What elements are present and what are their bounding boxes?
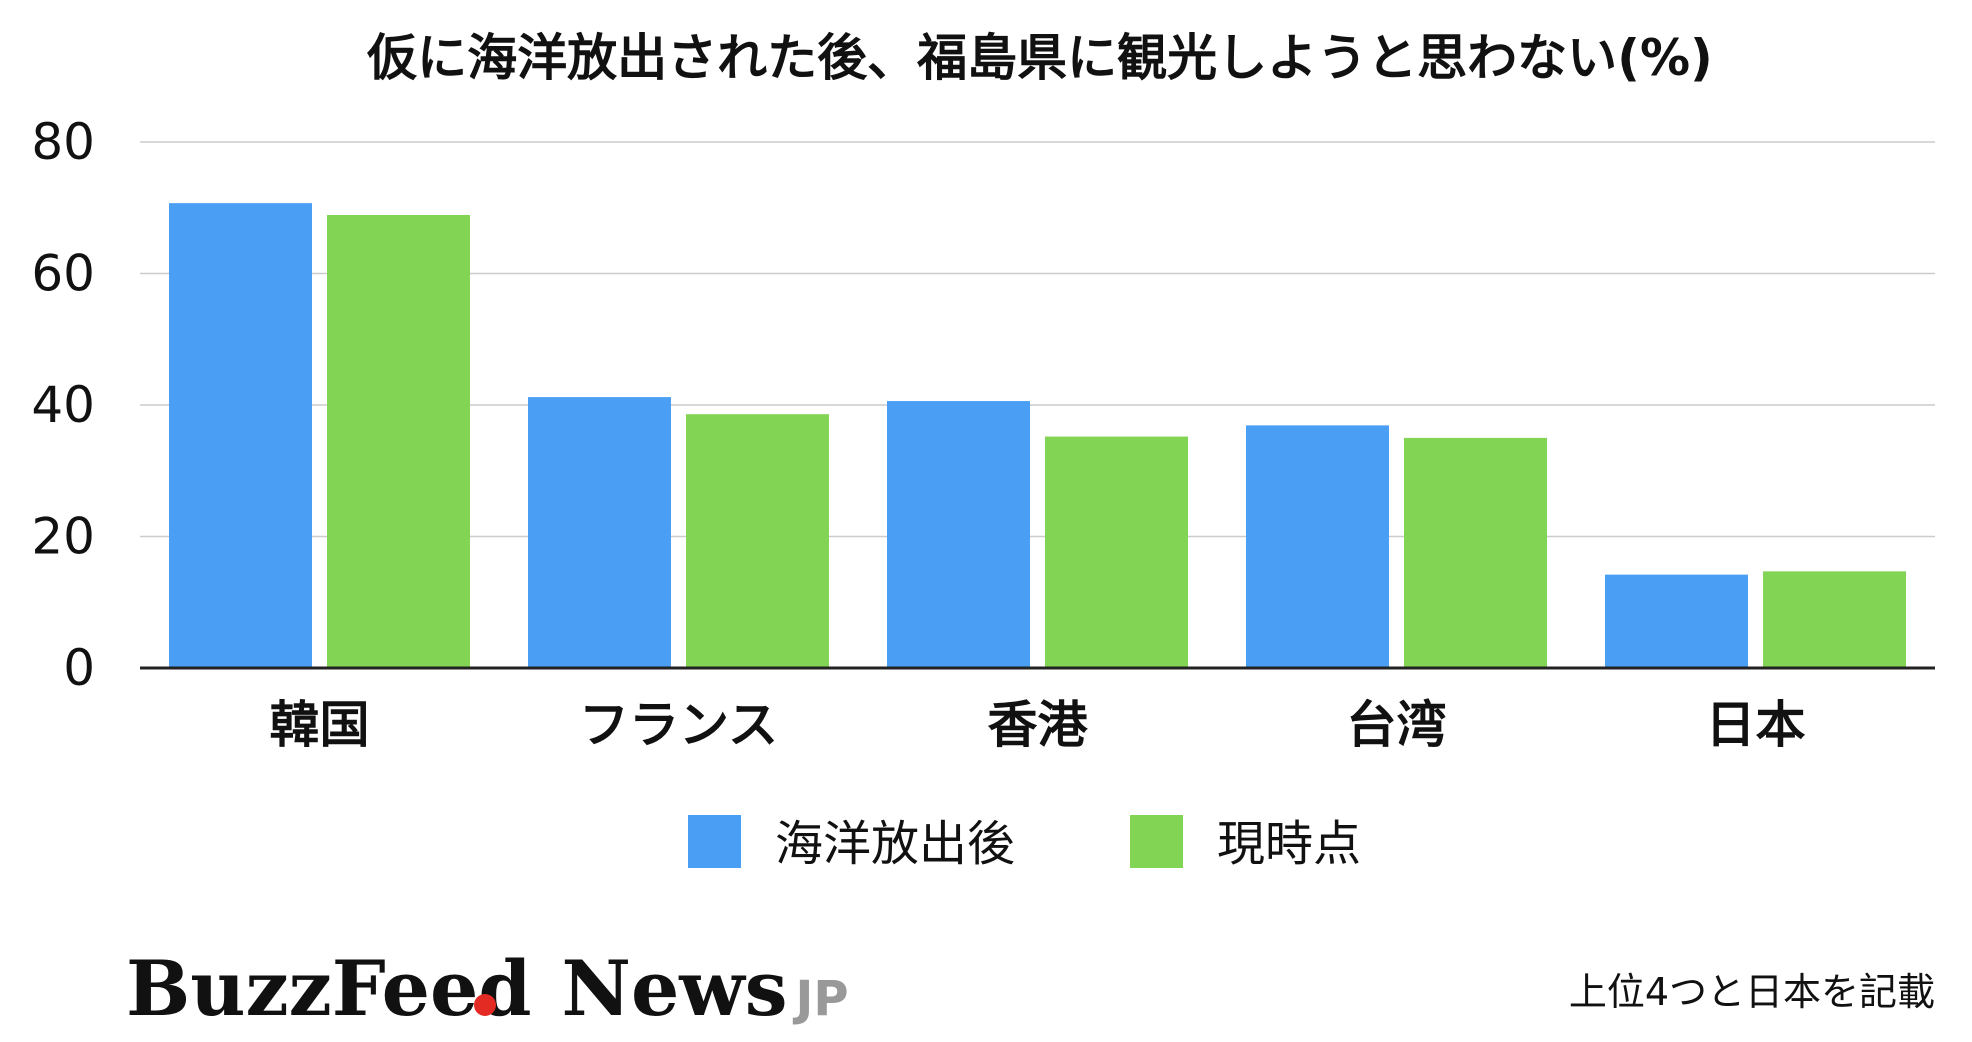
bar-series2 [1045, 436, 1188, 668]
y-tick-label: 20 [31, 508, 95, 566]
x-category-label: 韓国 [270, 696, 370, 754]
legend-label-series2: 現時点 [1217, 816, 1361, 872]
logo-dot [474, 994, 496, 1016]
logo-news: News [561, 944, 787, 1033]
logo-jp: JP [793, 971, 849, 1027]
legend-swatch-series2 [1130, 815, 1183, 868]
buzzfeed-news-jp-logo: BuzzFeed News JP [126, 944, 849, 1033]
bar-series1 [1605, 574, 1748, 668]
bar-series1 [528, 397, 671, 668]
bar-series2 [327, 214, 470, 669]
bar-series1 [169, 203, 312, 668]
legend-label-series1: 海洋放出後 [775, 816, 1015, 872]
bar-series2 [1404, 437, 1547, 668]
x-category-label: 日本 [1706, 696, 1806, 754]
x-category-label: 香港 [988, 696, 1089, 754]
y-tick-label: 60 [31, 245, 95, 303]
y-axis: 0 20 40 60 80 [31, 113, 95, 697]
x-axis: 韓国 フランス 香港 台湾 日本 [140, 666, 1935, 754]
x-category-label: 台湾 [1347, 696, 1447, 754]
bar-series1 [1246, 425, 1389, 668]
legend: 海洋放出後 現時点 [688, 815, 1361, 872]
legend-swatch-series1 [688, 815, 741, 868]
x-category-label: フランス [579, 696, 778, 754]
logo-buzzfeed: BuzzFeed [126, 944, 531, 1033]
bars [169, 203, 1906, 669]
bar-series2 [1763, 571, 1906, 668]
y-tick-label: 80 [31, 113, 95, 171]
bar-series2 [686, 414, 829, 668]
bar-series1 [887, 401, 1030, 668]
footnote: 上位4つと日本を記載 [1569, 970, 1935, 1014]
y-tick-label: 40 [31, 376, 95, 434]
y-tick-label: 0 [63, 639, 95, 697]
chart-title: 仮に海洋放出された後、福島県に観光しようと思わない(%) [366, 29, 1713, 87]
